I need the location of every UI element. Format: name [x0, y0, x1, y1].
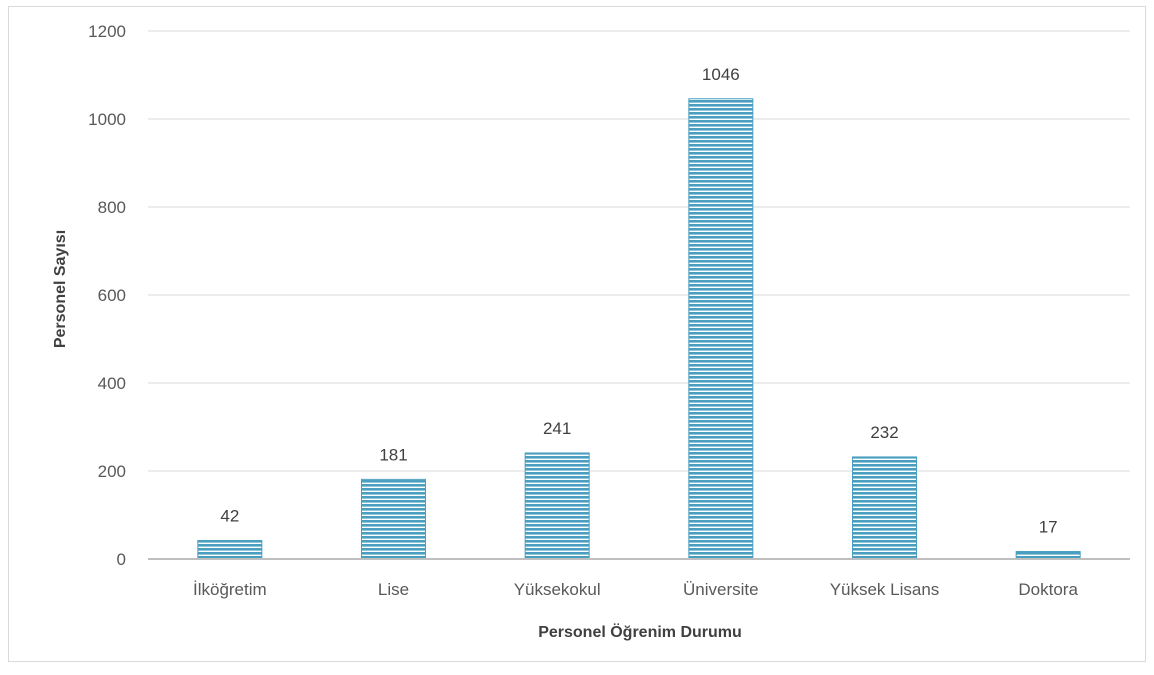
gridlines — [148, 30, 1130, 472]
x-tick-label: Lise — [378, 580, 409, 599]
bar — [852, 456, 917, 560]
x-axis-title: Personel Öğrenim Durumu — [538, 622, 742, 641]
bar — [688, 98, 754, 560]
y-tick-labels: 0 200 400 600 800 1000 1200 — [88, 22, 126, 569]
x-tick-label: Yüksekokul — [514, 580, 601, 599]
data-label: 17 — [1039, 518, 1058, 537]
x-tick-label: Üniversite — [683, 580, 759, 599]
x-tick-label: Doktora — [1018, 580, 1078, 599]
data-label: 232 — [870, 423, 898, 442]
bar — [361, 478, 426, 560]
y-tick-label: 200 — [98, 462, 126, 481]
bar — [197, 540, 263, 560]
data-label: 241 — [543, 419, 571, 438]
x-tick-label: İlköğretim — [193, 580, 267, 599]
data-label: 1046 — [702, 65, 740, 84]
y-tick-label: 400 — [98, 374, 126, 393]
bars — [197, 98, 1081, 560]
data-labels: 42 181 241 1046 232 17 — [220, 65, 1057, 537]
y-tick-label: 600 — [98, 286, 126, 305]
y-tick-label: 1000 — [88, 110, 126, 129]
y-tick-label: 1200 — [88, 22, 126, 41]
y-tick-label: 800 — [98, 198, 126, 217]
bar — [1015, 551, 1081, 560]
data-label: 181 — [379, 445, 407, 464]
x-tick-label: Yüksek Lisans — [830, 580, 940, 599]
data-label: 42 — [220, 507, 239, 526]
y-axis-title: Personel Sayısı — [52, 230, 69, 348]
x-tick-labels: İlköğretim Lise Yüksekokul Üniversite Yüksek… — [193, 580, 1078, 599]
bar — [524, 452, 590, 560]
y-tick-label: 0 — [117, 550, 126, 569]
